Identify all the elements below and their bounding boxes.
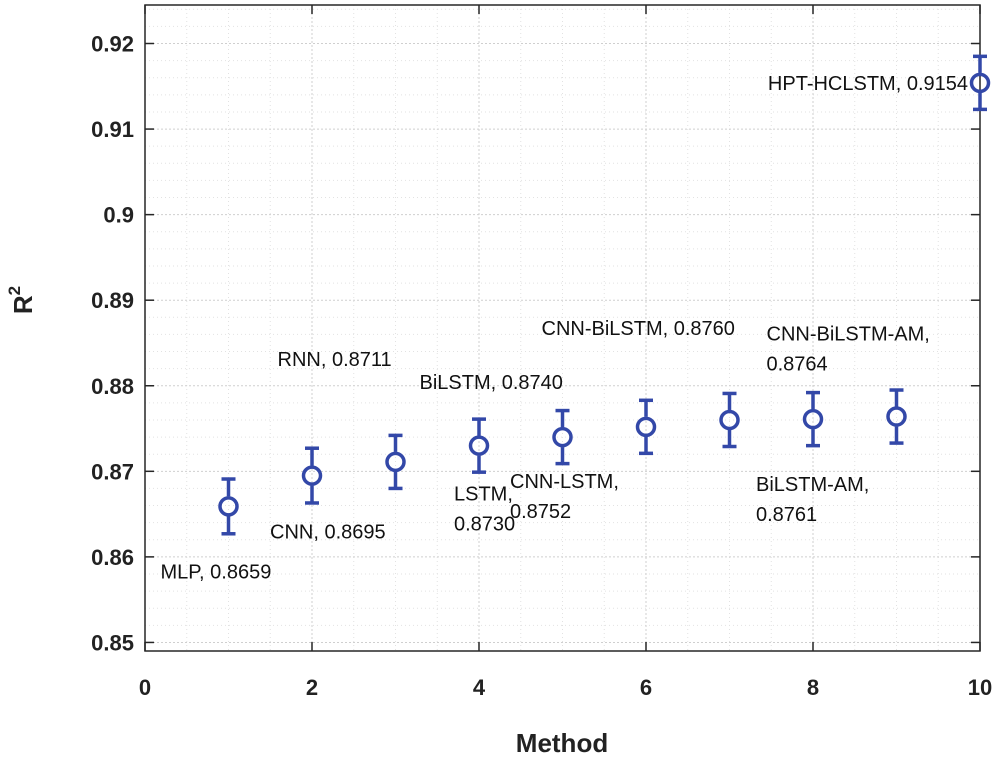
error-bar (555, 408, 570, 466)
data-point-marker (886, 406, 907, 427)
data-label: CNN-LSTM, 0.8752 (510, 471, 619, 523)
data-label-line: 0.8764 (767, 354, 828, 376)
data-point-marker (468, 435, 490, 456)
x-tick-label: 6 (640, 675, 652, 700)
y-tick-labels: 0.85 0.86 0.87 0.88 0.89 0.9 0.91 0.92 (91, 32, 134, 656)
y-tick-label: 0.86 (91, 545, 134, 570)
data-label: BiLSTM-AM, 0.8761 (756, 474, 869, 526)
x-tick-label: 8 (807, 675, 819, 700)
y-axis-title: R2 (5, 286, 38, 314)
data-label-line: CNN-BiLSTM, 0.8760 (542, 318, 735, 340)
y-tick-label: 0.88 (91, 374, 134, 399)
x-tick-label: 10 (968, 675, 992, 700)
x-tick-label: 2 (306, 675, 318, 700)
x-tick-labels: 0 2 4 6 8 10 (139, 675, 992, 700)
y-tick-label: 0.85 (91, 630, 134, 655)
y-tick-label: 0.89 (91, 288, 134, 313)
plot-frame (144, 4, 981, 652)
error-bar (221, 477, 236, 536)
data-point-marker (635, 416, 657, 438)
error-bar (388, 433, 403, 491)
x-axis-title: Method (516, 728, 608, 758)
data-label: HPT-HCLSTM, 0.9154 (768, 73, 968, 95)
data-label-line: HPT-HCLSTM, 0.9154 (768, 73, 968, 95)
data-point-marker (719, 409, 740, 431)
data-label-line: BiLSTM, 0.8740 (420, 372, 563, 394)
error-bars (221, 54, 987, 536)
data-label-line: 0.8761 (756, 504, 817, 526)
data-point-marker (218, 496, 239, 517)
y-axis-title-superscript: 2 (5, 286, 24, 295)
data-label-line: RNN, 0.8711 (278, 349, 392, 371)
axis-ticks (144, 5, 981, 651)
error-bar (305, 446, 319, 505)
data-label: MLP, 0.8659 (161, 561, 272, 583)
data-label: CNN, 0.8695 (270, 522, 386, 544)
data-label: RNN, 0.8711 (278, 349, 392, 371)
error-bar (472, 417, 486, 474)
data-label: CNN-BiLSTM, 0.8760 (542, 318, 735, 340)
data-point-marker (802, 408, 824, 430)
data-label-line: 0.8730 (454, 514, 515, 536)
data-label: CNN-BiLSTM-AM, 0.8764 (767, 324, 930, 376)
y-tick-label: 0.9 (103, 203, 134, 228)
grid (145, 5, 980, 651)
data-markers (218, 72, 991, 517)
x-tick-label: 0 (139, 675, 151, 700)
data-point-marker (301, 465, 323, 486)
data-label-line: CNN-BiLSTM-AM, (767, 324, 930, 346)
data-label-line: CNN-LSTM, (510, 471, 619, 493)
error-bar (806, 390, 820, 448)
x-tick-label: 4 (473, 675, 486, 700)
data-point-marker (385, 451, 406, 473)
data-label: BiLSTM, 0.8740 (420, 372, 563, 394)
data-label-line: BiLSTM-AM, (756, 474, 869, 496)
data-label-line: CNN, 0.8695 (270, 522, 386, 544)
data-label: LSTM, 0.8730 (454, 484, 515, 536)
data-point-marker (969, 72, 991, 94)
error-bar (639, 398, 653, 456)
error-bar (973, 54, 987, 112)
data-point-marker (552, 426, 573, 448)
data-label-line: LSTM, (454, 484, 513, 506)
error-bar (722, 391, 737, 449)
y-axis-title-base: R (8, 295, 38, 314)
data-label-line: MLP, 0.8659 (161, 561, 272, 583)
data-label-line: 0.8752 (510, 501, 571, 523)
y-tick-label: 0.92 (91, 32, 134, 57)
y-tick-label: 0.91 (91, 117, 134, 142)
error-bar (889, 388, 904, 445)
y-tick-label: 0.87 (91, 459, 134, 484)
